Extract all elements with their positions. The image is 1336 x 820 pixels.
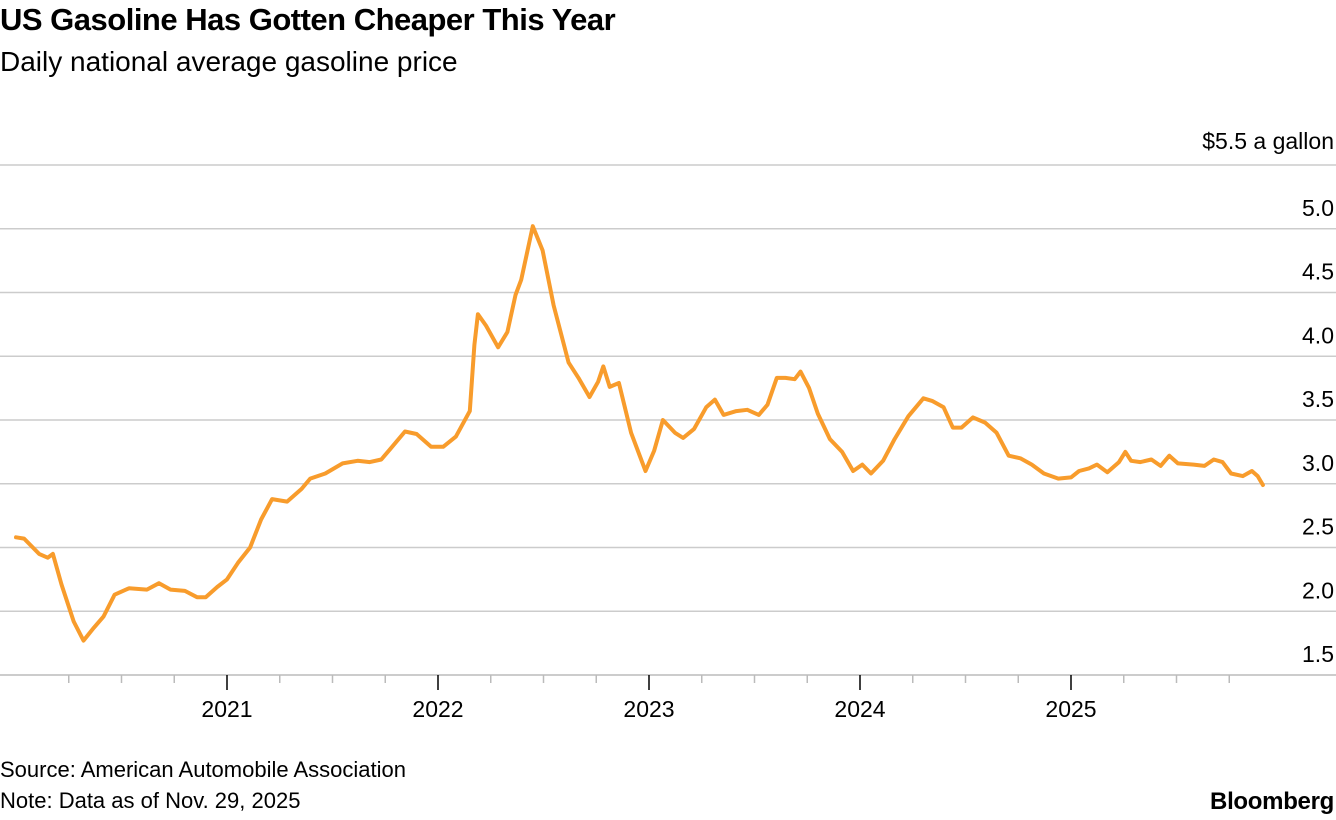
y-tick-label: 5.0 (1302, 195, 1334, 221)
bloomberg-logo: Bloomberg (1210, 788, 1334, 815)
x-tick-label: 2022 (412, 696, 463, 722)
series-line-group (14, 224, 1265, 643)
y-tick-label: 3.0 (1302, 450, 1334, 476)
data-note: Note: Data as of Nov. 29, 2025 (0, 788, 301, 813)
y-tick-label: 4.5 (1302, 259, 1334, 285)
gas-price-line (14, 224, 1265, 643)
y-tick-label: 1.5 (1302, 641, 1334, 667)
y-tick-label: 2.0 (1302, 577, 1334, 603)
y-tick-labels: 1.5 2.0 2.5 3.0 3.5 4.0 4.5 5.0 (1302, 195, 1334, 667)
x-tick-label: 2021 (201, 696, 252, 722)
gridlines (0, 164, 1336, 612)
x-tick-label: 2025 (1045, 696, 1096, 722)
y-axis-unit-label: $5.5 a gallon (1202, 128, 1334, 154)
y-tick-label: 2.5 (1302, 514, 1334, 540)
y-tick-label: 3.5 (1302, 386, 1334, 412)
source-note: Source: American Automobile Association (0, 757, 407, 782)
x-axis: 2021 2022 2023 2024 2025 (0, 674, 1336, 722)
chart-title: US Gasoline Has Gotten Cheaper This Year (0, 2, 616, 37)
chart-subtitle: Daily national average gasoline price (0, 46, 458, 77)
x-tick-label: 2023 (623, 696, 674, 722)
y-tick-label: 4.0 (1302, 322, 1334, 348)
x-tick-label: 2024 (834, 696, 885, 722)
